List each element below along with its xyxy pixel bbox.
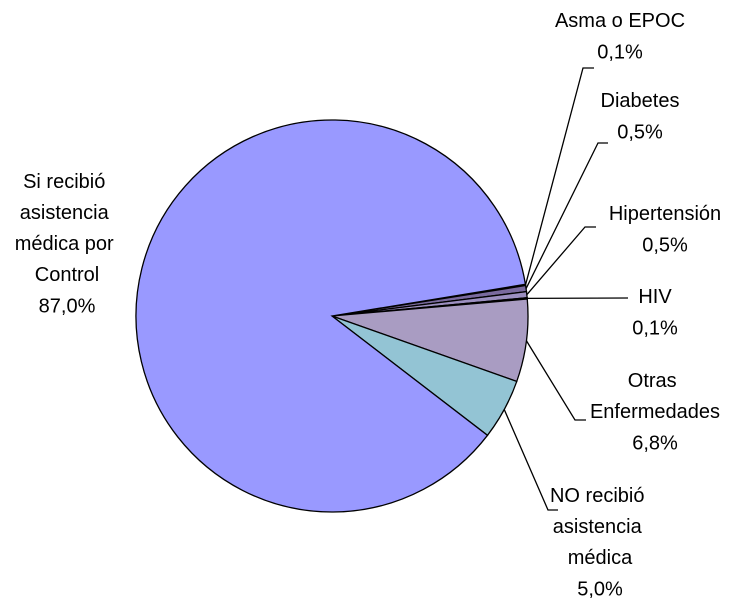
label-line: médica (568, 547, 633, 569)
pie-slice (135, 119, 527, 513)
label-line: Diabetes (601, 90, 680, 112)
slice-label: Hipertensión (609, 203, 721, 225)
label-line: NO recibió (550, 485, 650, 507)
slice-label: Si recibió asistencia médica por Control (15, 171, 120, 286)
slice-label: HIV (638, 286, 672, 308)
slice-label: Otras Enfermedades (590, 370, 720, 423)
value-label: 0,1% (597, 41, 643, 63)
leader-line (524, 67, 594, 286)
label-line: Otras (628, 370, 682, 392)
slice-label: Diabetes (601, 90, 680, 112)
value-label: 87,0% (39, 295, 96, 317)
leader-line (525, 340, 586, 421)
label-line: asistencia (553, 516, 648, 538)
slice-label: NO recibió asistencia médica (550, 485, 650, 569)
slice-label: Asma o EPOC (555, 10, 685, 32)
value-label: 0,5% (642, 234, 688, 256)
value-label: 0,5% (617, 121, 663, 143)
label-line: Asma o EPOC (555, 10, 685, 32)
label-line: Enfermedades (590, 401, 720, 423)
label-line: médica por (15, 233, 120, 255)
label-line: asistencia (20, 202, 115, 224)
value-label: 0,1% (632, 317, 678, 339)
leader-line (525, 142, 608, 289)
label-line: Control (35, 264, 99, 286)
label-line: Si recibió (23, 171, 111, 193)
leader-line (503, 409, 558, 511)
leader-line (526, 226, 596, 296)
value-label: 6,8% (632, 432, 678, 454)
label-line: HIV (638, 286, 672, 308)
value-label: 5,0% (577, 578, 623, 600)
label-line: Hipertensión (609, 203, 721, 225)
